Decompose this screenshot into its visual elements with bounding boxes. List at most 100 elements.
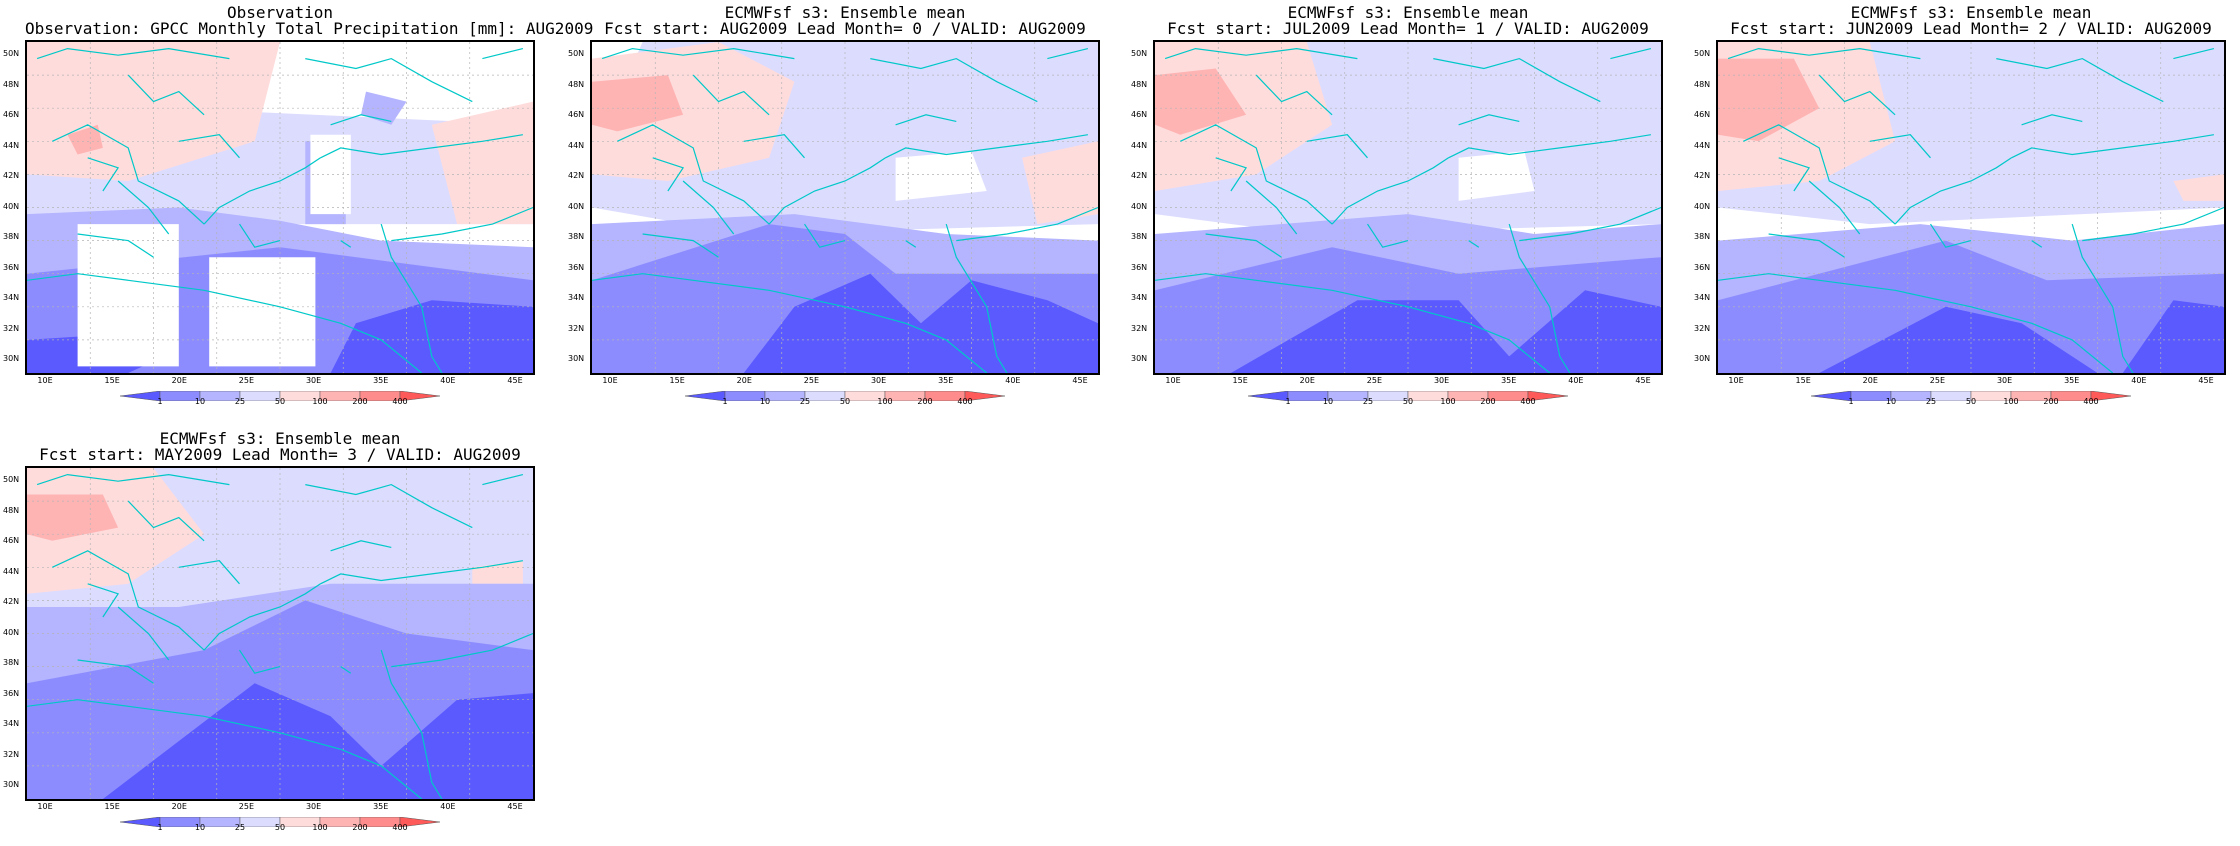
coastline — [1718, 273, 2114, 373]
lat-tick-label: 40N — [1131, 201, 1148, 211]
precip-region — [1022, 141, 1098, 225]
coastline — [391, 632, 533, 668]
coastline — [682, 180, 735, 235]
map-panel: ECMWFsf s3: Ensemble mean Fcst start: JUL… — [1131, 0, 1663, 420]
coastline — [1894, 157, 2012, 225]
coastline — [36, 473, 230, 486]
panel-subtitle: Fcst start: JUN2009 Lead Month= 2 / VALI… — [1730, 19, 2212, 38]
coastline — [2173, 48, 2215, 60]
colorbar-label: 1 — [722, 397, 728, 406]
lon-tick-label: 15E — [1232, 376, 1248, 385]
coastline — [692, 74, 770, 116]
colorbar-label: 25 — [234, 397, 246, 406]
colorbar-swatch — [2090, 390, 2132, 402]
precipitation-map — [25, 466, 535, 801]
panel-title: Observation — [227, 3, 333, 22]
colorbar-label: 200 — [1480, 397, 1496, 406]
lon-tick-label: 40E — [2131, 376, 2147, 385]
precip-region — [330, 300, 533, 373]
coastline — [885, 134, 1088, 159]
coastline — [1448, 134, 1651, 159]
coastline — [601, 47, 795, 60]
precip-region — [1458, 151, 1535, 201]
lat-tick-label: 42N — [568, 171, 585, 180]
coastline — [1610, 48, 1652, 60]
coastline — [482, 48, 524, 60]
colorbar-label: 25 — [234, 823, 246, 832]
lon-tick-label: 30E — [305, 376, 322, 385]
panel-title: ECMWFsf s3: Ensemble mean — [159, 429, 401, 448]
lat-tick-label: 44N — [568, 140, 585, 150]
colorbar-label: 1 — [1848, 397, 1854, 406]
lon-tick-label: 15E — [1795, 376, 1811, 385]
coastline — [1047, 48, 1089, 60]
colorbar-label: 50 — [1402, 397, 1414, 406]
coastline — [77, 233, 154, 258]
coastline — [803, 223, 846, 248]
lon-tick-label: 35E — [1501, 376, 1517, 385]
coastline — [320, 560, 523, 585]
lat-tick-label: 46N — [568, 110, 585, 119]
precip-region — [209, 257, 316, 367]
colorbar-label: 10 — [1322, 397, 1334, 406]
lat-tick-label: 50N — [568, 49, 585, 58]
lat-tick-label: 42N — [1694, 171, 1711, 180]
lon-tick-label: 20E — [736, 376, 752, 385]
coastline — [305, 57, 473, 103]
coastline — [1366, 223, 1409, 248]
lat-tick-label: 40N — [1694, 201, 1711, 211]
coastline — [2082, 206, 2224, 242]
colorbar-label: 400 — [392, 397, 408, 406]
lat-tick-label: 36N — [3, 262, 20, 272]
precip-region — [592, 75, 684, 132]
lon-tick-label: 35E — [938, 376, 954, 385]
lon-tick-label: 10E — [602, 376, 618, 385]
lat-tick-label: 44N — [3, 140, 20, 150]
lat-tick-label: 36N — [3, 688, 20, 698]
lon-tick-label: 40E — [440, 802, 456, 811]
lon-tick-label: 40E — [440, 376, 456, 385]
lon-tick-label: 30E — [870, 376, 887, 385]
precipitation-map — [1153, 40, 1663, 375]
lat-tick-label: 48N — [568, 79, 585, 89]
coastline — [1433, 57, 1601, 103]
lon-tick-label: 10E — [1165, 376, 1181, 385]
lon-tick-label: 15E — [104, 802, 120, 811]
panel-title: ECMWFsf s3: Ensemble mean — [1850, 3, 2092, 22]
coastline — [895, 114, 957, 126]
coastline — [330, 114, 392, 126]
coastline — [642, 233, 719, 258]
colorbar: 1 10 25 50 100 200 400 — [119, 386, 441, 410]
precip-region — [1718, 58, 1820, 142]
panel-subtitle: Observation: GPCC Monthly Total Precipit… — [25, 19, 594, 38]
lon-tick-label: 40E — [1005, 376, 1021, 385]
coastline — [905, 240, 917, 248]
colorbar-swatch — [1810, 390, 1852, 402]
lon-tick-label: 40E — [1568, 376, 1584, 385]
map-panel: ECMWFsf s3: Ensemble mean Fcst start: JUN… — [1694, 0, 2226, 420]
colorbar-label: 25 — [1362, 397, 1374, 406]
map-panel: ECMWFsf s3: Ensemble mean Fcst start: AUG… — [568, 0, 1100, 420]
coastline — [768, 157, 886, 225]
colorbar-label: 100 — [312, 823, 328, 832]
coastline — [391, 206, 533, 242]
coastline — [945, 223, 1008, 373]
panel-subtitle: Fcst start: JUL2009 Lead Month= 1 / VALI… — [1167, 19, 1649, 38]
precip-region — [27, 494, 119, 541]
lat-tick-label: 46N — [1694, 110, 1711, 119]
coastline — [178, 560, 240, 585]
colorbar-label: 50 — [1965, 397, 1977, 406]
colorbar-swatch — [1527, 390, 1569, 402]
lon-tick-label: 45E — [1072, 376, 1088, 385]
colorbar-swatch — [1247, 390, 1289, 402]
colorbar: 1 10 25 50 100 200 400 — [1810, 386, 2132, 410]
lon-tick-label: 30E — [1433, 376, 1450, 385]
coastline — [1869, 134, 1931, 159]
coastline — [1468, 240, 1480, 248]
precip-region — [2122, 300, 2224, 373]
lon-tick-label: 35E — [373, 802, 389, 811]
coastline — [340, 240, 352, 248]
coastline — [77, 659, 154, 684]
lat-tick-label: 34N — [3, 719, 20, 728]
coastline — [238, 649, 281, 674]
